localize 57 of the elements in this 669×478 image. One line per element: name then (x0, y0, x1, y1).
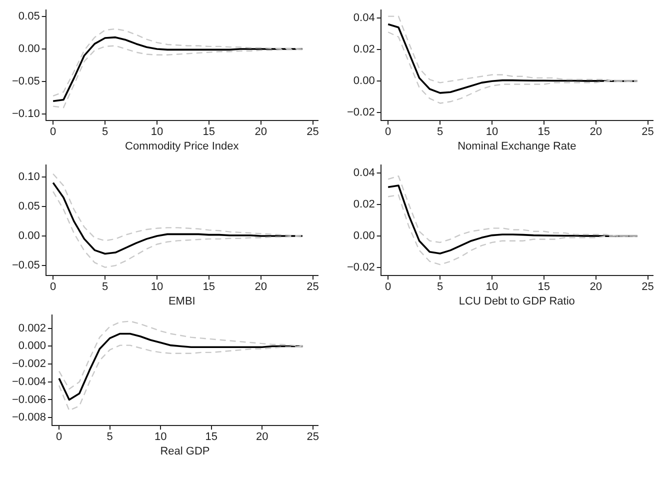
y-tick-label: −0.05 (12, 76, 40, 88)
y-tick-label: 0.05 (18, 200, 40, 212)
y-tick-label: −0.10 (12, 108, 40, 120)
x-tick-label: 5 (102, 126, 108, 138)
y-tick-label: −0.02 (346, 106, 375, 119)
y-tick-label: 0.02 (353, 44, 375, 56)
x-axis-title: EMBI (168, 295, 196, 308)
x-tick-label: 10 (150, 281, 164, 294)
x-tick-label: 20 (256, 431, 268, 444)
x-tick-label: 15 (202, 281, 216, 294)
x-tick-label: 20 (590, 126, 602, 138)
x-tick-label: 15 (205, 431, 218, 444)
y-tick-label: 0.00 (18, 43, 40, 56)
y-tick-label: −0.008 (12, 412, 46, 424)
y-tick-label: 0.000 (18, 340, 46, 352)
x-tick-label: 25 (642, 126, 654, 138)
x-tick-label: 25 (306, 126, 319, 138)
y-tick-label: 0.04 (353, 166, 375, 179)
x-tick-label: 20 (590, 281, 602, 294)
x-tick-label: 25 (642, 281, 654, 294)
y-tick-label: −0.02 (346, 262, 375, 274)
x-tick-label: 5 (436, 281, 444, 294)
x-tick-label: 25 (306, 281, 319, 294)
x-tick-label: 20 (254, 126, 267, 138)
y-tick-label: −0.004 (12, 376, 46, 388)
x-tick-label: 5 (102, 281, 108, 294)
x-tick-label: 10 (486, 126, 498, 138)
x-tick-label: 5 (106, 431, 113, 444)
y-tick-label: −0.05 (12, 260, 40, 272)
x-tick-label: 0 (50, 281, 56, 294)
x-tick-label: 20 (254, 281, 267, 294)
x-tick-label: 10 (486, 281, 498, 294)
x-tick-label: 0 (385, 126, 392, 138)
y-tick-label: 0.05 (18, 10, 40, 23)
y-tick-label: 0.10 (18, 170, 40, 183)
x-tick-label: 15 (538, 126, 550, 138)
x-tick-label: 0 (50, 126, 56, 138)
x-axis-title: Commodity Price Index (125, 140, 240, 152)
x-tick-label: 0 (385, 281, 392, 294)
y-tick-label: 0.00 (18, 230, 40, 242)
y-tick-label: −0.006 (12, 394, 46, 406)
y-tick-label: 0.00 (353, 75, 375, 88)
x-tick-label: 10 (150, 126, 164, 138)
y-tick-label: 0.04 (353, 12, 375, 24)
x-tick-label: 15 (202, 126, 216, 138)
y-tick-label: 0.00 (353, 230, 375, 242)
x-tick-label: 0 (56, 431, 62, 444)
y-tick-label: −0.002 (12, 358, 46, 370)
x-tick-label: 5 (436, 126, 444, 138)
x-axis-title: Real GDP (160, 445, 210, 458)
y-tick-label: 0.002 (18, 322, 46, 334)
x-tick-label: 15 (538, 281, 550, 294)
y-tick-label: 0.02 (353, 198, 375, 211)
x-tick-label: 25 (306, 431, 320, 444)
x-axis-title: LCU Debt to GDP Ratio (458, 295, 575, 308)
x-tick-label: 10 (154, 431, 167, 444)
x-axis-title: Nominal Exchange Rate (458, 140, 576, 152)
